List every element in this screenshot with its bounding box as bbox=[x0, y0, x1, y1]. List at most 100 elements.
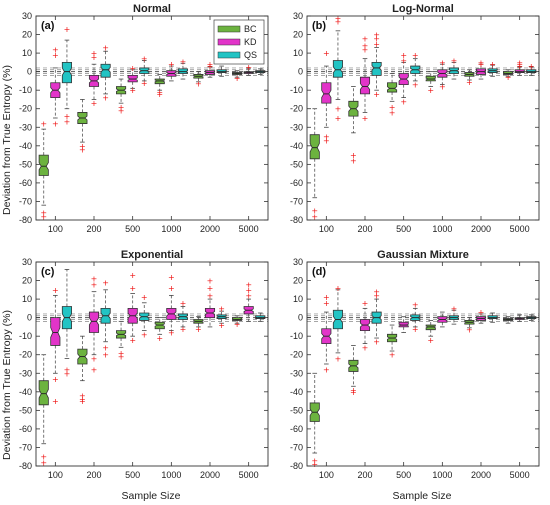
outlier-point: + bbox=[118, 107, 125, 116]
box-body bbox=[321, 82, 332, 104]
y-tick-label: -50 bbox=[19, 159, 32, 169]
outlier-point: + bbox=[40, 212, 47, 221]
box-qs: ++ bbox=[100, 44, 111, 103]
outlier-point: + bbox=[245, 291, 252, 300]
x-tick-label: 2000 bbox=[200, 470, 220, 480]
outlier-point: + bbox=[311, 460, 318, 469]
box-body bbox=[255, 315, 266, 319]
outlier-point: + bbox=[156, 88, 163, 97]
box-body bbox=[487, 315, 498, 319]
outlier-point: + bbox=[362, 343, 369, 352]
outlier-point: + bbox=[412, 51, 419, 60]
outlier-point: + bbox=[79, 397, 86, 406]
outlier-point: + bbox=[323, 299, 330, 308]
box-bc: ++ bbox=[348, 345, 359, 397]
outlier-point: + bbox=[335, 18, 342, 27]
box-body bbox=[50, 317, 61, 346]
box-kd: +++ bbox=[321, 293, 332, 375]
y-tick-label: -60 bbox=[290, 424, 303, 434]
outlier-point: + bbox=[40, 458, 47, 467]
x-tick-label: 1000 bbox=[432, 224, 452, 234]
box-body bbox=[387, 82, 398, 93]
box-kd: +++ bbox=[127, 271, 138, 345]
outlier-point: + bbox=[516, 60, 523, 69]
outlier-point: + bbox=[52, 45, 59, 54]
outlier-point: + bbox=[350, 157, 357, 166]
outlier-point: + bbox=[102, 278, 109, 287]
outlier-point: + bbox=[412, 81, 419, 90]
y-tick-label: 0 bbox=[27, 313, 32, 323]
outlier-point: + bbox=[207, 291, 214, 300]
outlier-point: + bbox=[102, 351, 109, 360]
outlier-point: + bbox=[40, 209, 47, 218]
outlier-point: + bbox=[207, 60, 214, 69]
outlier-point: + bbox=[195, 80, 202, 89]
y-tick-label: -80 bbox=[290, 215, 303, 225]
outlier-point: + bbox=[373, 338, 380, 347]
box-kd: + bbox=[475, 308, 487, 324]
outlier-point: + bbox=[311, 212, 318, 221]
outlier-point: + bbox=[52, 397, 59, 406]
box-kd: +++ bbox=[321, 49, 332, 145]
x-tick-label: 2000 bbox=[200, 224, 220, 234]
outlier-point: + bbox=[180, 325, 187, 334]
outlier-point: + bbox=[400, 51, 407, 60]
outlier-point: + bbox=[323, 133, 330, 142]
y-tick-label: 10 bbox=[293, 48, 303, 58]
box-body bbox=[332, 60, 343, 78]
box-bc: + bbox=[232, 70, 243, 83]
box-body bbox=[425, 324, 436, 331]
x-tick-label: 200 bbox=[86, 470, 101, 480]
outlier-point: + bbox=[412, 325, 419, 334]
box-body bbox=[88, 311, 100, 333]
box-qs: ++++ bbox=[332, 14, 343, 123]
outlier-point: + bbox=[478, 60, 485, 69]
panel-letter: (a) bbox=[41, 20, 55, 32]
x-tick-label: 100 bbox=[48, 470, 63, 480]
panel-title: Normal bbox=[133, 3, 171, 15]
outlier-point: + bbox=[180, 299, 187, 308]
y-tick-label: -10 bbox=[290, 85, 303, 95]
outlier-point: + bbox=[64, 118, 71, 127]
y-tick-label: -30 bbox=[19, 122, 32, 132]
box-body bbox=[38, 380, 49, 406]
outlier-point: + bbox=[516, 58, 523, 67]
outlier-point: + bbox=[129, 284, 136, 293]
box-kd: +++ bbox=[398, 51, 409, 106]
outlier-point: + bbox=[64, 366, 71, 375]
x-tick-label: 200 bbox=[86, 224, 101, 234]
outlier-point: + bbox=[234, 320, 241, 329]
box-qs bbox=[487, 312, 498, 323]
outlier-point: + bbox=[40, 120, 47, 129]
outlier-point: + bbox=[478, 58, 485, 67]
outlier-point: + bbox=[91, 275, 98, 284]
box-body bbox=[216, 69, 227, 73]
y-tick-label: 30 bbox=[22, 257, 32, 267]
y-tick-label: -20 bbox=[19, 104, 32, 114]
outlier-point: + bbox=[323, 293, 330, 302]
x-tick-label: 500 bbox=[396, 224, 411, 234]
outlier-point: + bbox=[180, 57, 187, 66]
panel-frame bbox=[35, 15, 269, 221]
box-kd: +++ bbox=[50, 286, 61, 406]
outlier-point: + bbox=[52, 286, 59, 295]
y-tick-label: -40 bbox=[290, 387, 303, 397]
outlier-point: + bbox=[439, 58, 446, 67]
y-tick-label: -10 bbox=[19, 85, 32, 95]
outlier-point: + bbox=[335, 14, 342, 23]
legend-swatch-bc bbox=[217, 25, 241, 33]
outlier-point: + bbox=[362, 34, 369, 43]
x-tick-label: 100 bbox=[48, 224, 63, 234]
outlier-point: + bbox=[129, 64, 136, 73]
box-bc: + bbox=[425, 320, 436, 345]
outlier-point: + bbox=[412, 301, 419, 310]
outlier-point: + bbox=[373, 40, 380, 49]
outlier-point: + bbox=[389, 103, 396, 112]
box-kd: + bbox=[243, 63, 254, 76]
outlier-point: + bbox=[118, 353, 125, 362]
plot-area bbox=[36, 262, 268, 466]
box-bc: +++ bbox=[77, 335, 88, 406]
y-tick-label: -40 bbox=[19, 141, 32, 151]
y-tick-label: 30 bbox=[293, 11, 303, 21]
outlier-point: + bbox=[79, 142, 86, 151]
